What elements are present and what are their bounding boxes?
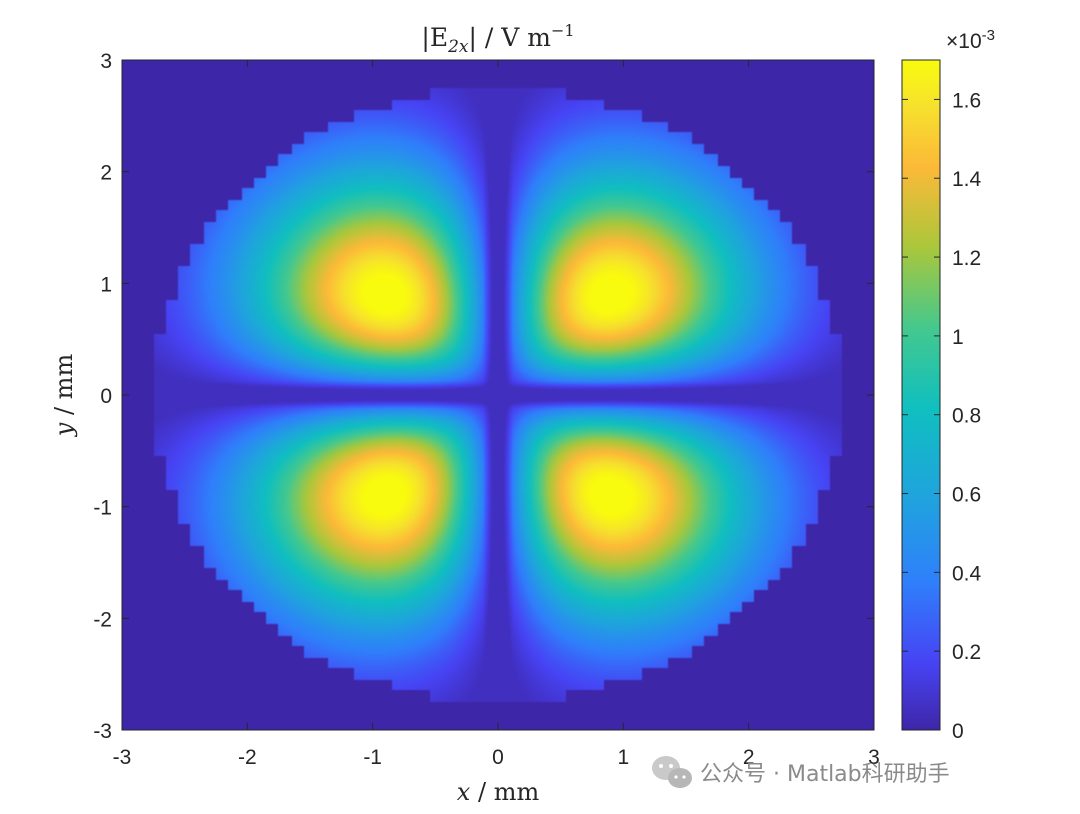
colorbar-tick-label: 1 — [952, 326, 964, 349]
title-sub: 2x — [447, 37, 469, 57]
colorbar-tick-label: 0.2 — [952, 641, 981, 664]
y-tick-label: -3 — [93, 720, 112, 743]
colorbar-exponent-sup: -3 — [982, 27, 995, 44]
colorbar-gradient — [901, 59, 941, 731]
y-axis-label: y / mm — [50, 354, 78, 438]
y-tick-label: 3 — [100, 50, 112, 73]
x-tick-label: 0 — [492, 746, 504, 769]
y-tick-label: 0 — [100, 385, 112, 408]
x-tick-label: 2 — [743, 746, 755, 769]
x-axis-rest: / mm — [470, 778, 539, 806]
y-axis-ticks: -3 -2 -1 0 1 2 3 — [93, 50, 874, 743]
chart-title: |E2x| / V m−1 — [421, 21, 574, 57]
colorbar-exponent-base: ×10 — [946, 30, 982, 53]
colorbar-ticks: 0 0.2 0.4 0.6 0.8 1 1.2 1.4 1.6 — [902, 89, 982, 743]
colorbar-tick-label: 1.4 — [952, 168, 982, 191]
watermark: 公众号 · Matlab科研助手 — [652, 756, 950, 788]
y-axis-rest: / mm — [50, 354, 78, 423]
y-tick-label: -1 — [93, 497, 112, 520]
wechat-icon — [652, 756, 692, 788]
y-axis-var: y — [50, 422, 78, 437]
y-tick-label: 1 — [100, 273, 112, 296]
x-tick-label: 1 — [617, 746, 629, 769]
title-tail: | / V m — [469, 23, 552, 53]
x-tick-label: -1 — [363, 746, 382, 769]
x-axis-var: x — [457, 778, 471, 806]
title-sup: −1 — [551, 21, 575, 40]
colorbar-tick-label: 0.6 — [952, 484, 981, 507]
colorbar-exponent: ×10-3 — [946, 27, 995, 53]
heatmap-image — [122, 60, 874, 730]
plot-area — [121, 59, 875, 731]
colorbar-tick-label: 1.6 — [952, 89, 981, 112]
colorbar-tick-label: 0 — [952, 720, 964, 743]
colorbar-tick-label: 1.2 — [952, 247, 981, 270]
y-tick-label: 2 — [100, 162, 112, 185]
title-base: |E — [421, 23, 448, 53]
watermark-text: 公众号 · Matlab科研助手 — [700, 762, 950, 787]
x-tick-label: 3 — [868, 746, 880, 769]
colorbar-tick-label: 0.8 — [952, 405, 981, 428]
x-tick-label: -2 — [238, 746, 257, 769]
y-tick-label: -2 — [93, 608, 112, 631]
x-axis-label: x / mm — [457, 778, 540, 806]
colorbar: 0 0.2 0.4 0.6 0.8 1 1.2 1.4 1.6 ×10-3 — [901, 27, 995, 743]
x-tick-label: -3 — [113, 746, 132, 769]
colorbar-tick-label: 0.4 — [952, 562, 982, 585]
x-axis-ticks: -3 -2 -1 0 1 2 3 — [113, 60, 880, 769]
